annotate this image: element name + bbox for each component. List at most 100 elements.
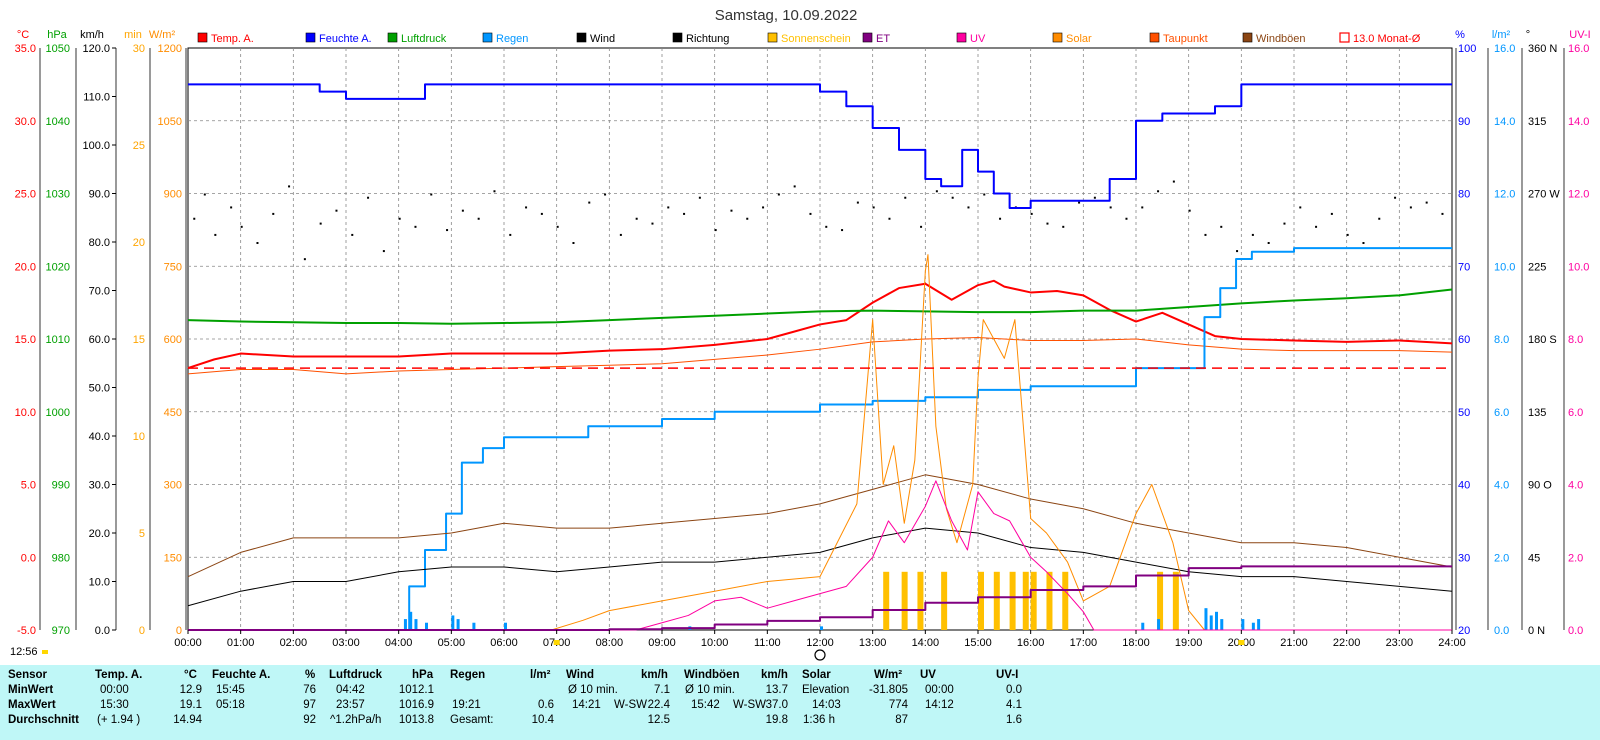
series-windb-en [187, 474, 1453, 578]
axis-tick-label: 1030 [46, 189, 70, 201]
axis-tick-label: 600 [164, 334, 182, 346]
sunshine-bar [1022, 571, 1029, 630]
direction-point [230, 206, 233, 209]
axis-tick-label: 16.0 [1568, 43, 1589, 55]
axis-tick-label: 16.0 [1494, 43, 1515, 55]
gust-max-val: 37.0 [765, 699, 788, 711]
legend-swatch [672, 32, 683, 43]
direction-point [604, 193, 607, 196]
solar-min-label: Elevation [802, 684, 850, 696]
axis-tick-label: 70 [1458, 261, 1470, 273]
axis-tick-label: -5.0 [17, 625, 36, 637]
temp-max-val: 19.1 [179, 699, 202, 711]
axis-tick-label: 14.0 [1494, 116, 1515, 128]
x-tick-label: 03:00 [332, 637, 360, 649]
sunshine-bar [1172, 571, 1179, 630]
gust-min-val: 13.7 [765, 684, 788, 696]
x-tick-label: 23:00 [1386, 637, 1414, 649]
direction-point [967, 206, 970, 209]
direction-point [619, 233, 622, 236]
rain-rate-bar [1241, 619, 1245, 630]
legend-label: Temp. A. [211, 33, 254, 45]
axis-tick-label: 20.0 [89, 528, 110, 540]
gust-avg-val: 19.8 [765, 714, 788, 726]
gust-min-label: Ø 10 min. [685, 684, 735, 696]
series-wind [187, 527, 1453, 607]
axis-tick-label: 80.0 [89, 237, 110, 249]
temp-avg-val: 14.94 [173, 714, 202, 726]
axis-tick-label: 35.0 [15, 43, 36, 55]
direction-point [651, 222, 654, 225]
rain-rate-bar [1251, 622, 1255, 630]
axis-tick-label: 90.0 [89, 189, 110, 201]
axis-tick-label: 0 [139, 625, 145, 637]
series-taupunkt [187, 337, 1453, 375]
direction-point [1283, 222, 1286, 225]
axis-unit-label: °C [17, 29, 29, 41]
solar-col-unit: W/m² [874, 669, 903, 681]
noon-marker [814, 649, 826, 661]
axis-tick-label: 225 [1528, 261, 1546, 273]
uv-min-val: 0.0 [1006, 684, 1022, 696]
direction-point [809, 212, 812, 215]
legend: Temp. A. Feuchte A. Luftdruck Regen Wind Rich… [197, 32, 1421, 45]
direction-point [1409, 206, 1412, 209]
solar-avg-val: 87 [895, 714, 908, 726]
stats-table: Sensor MinWert MaxWert Durchschnitt Temp… [0, 665, 1600, 740]
humidity-max-time: 05:18 [216, 699, 245, 711]
axis-tick-label: 60.0 [89, 334, 110, 346]
rain-rate-bar [472, 622, 476, 630]
wind-min-label: Ø 10 min. [568, 684, 618, 696]
direction-point [1062, 225, 1065, 228]
solar-avg-label: 1:36 h [803, 714, 835, 726]
axis-tick-label: 6.0 [1568, 407, 1583, 419]
humidity-avg-val: 92 [303, 714, 316, 726]
axis-tick-label: 900 [164, 189, 182, 201]
series-luftdruck [187, 288, 1453, 325]
direction-point [825, 225, 828, 228]
x-tick-label: 00:00 [174, 637, 202, 649]
axis-unit-label: l/m² [1492, 29, 1511, 41]
direction-point [762, 206, 765, 209]
axis-tick-label: 15 [133, 334, 145, 346]
direction-point [746, 217, 749, 220]
axis-tick-label: 30 [133, 43, 145, 55]
direction-point [1315, 225, 1318, 228]
direction-point [698, 196, 701, 199]
pressure-min-time: 04:42 [336, 684, 365, 696]
direction-point [1425, 201, 1428, 204]
series-solar [188, 254, 1452, 631]
direction-point [414, 225, 417, 228]
axis-unit-label: min [124, 29, 142, 41]
axis-tick-label: 4.0 [1568, 480, 1583, 492]
x-tick-label: 14:00 [912, 637, 940, 649]
rain-rate-bar [409, 611, 413, 630]
rain-rate-bar [1220, 619, 1224, 630]
direction-point [335, 209, 338, 212]
axis-tick-label: 90 [1458, 116, 1470, 128]
direction-point [430, 193, 433, 196]
axis-tick-label: 25.0 [15, 189, 36, 201]
rain-col-title: Regen [450, 669, 486, 681]
axis-tick-label: 45 [1528, 552, 1540, 564]
direction-point [1394, 196, 1397, 199]
solar-max-val: 774 [888, 699, 908, 711]
axis-unit-label: % [1455, 29, 1465, 41]
direction-point [1204, 233, 1207, 236]
legend-swatch [387, 32, 398, 43]
rain-rate-bar [504, 622, 507, 630]
axis-tick-label: 100 [1458, 43, 1476, 55]
rain-rate-bar [1215, 611, 1218, 630]
legend-swatch [197, 32, 208, 43]
sunset-marker [1238, 640, 1245, 645]
legend-swatch [1052, 32, 1063, 43]
gust-col-unit: km/h [761, 669, 788, 681]
axis-tick-label: 1040 [46, 116, 70, 128]
direction-point [951, 196, 954, 199]
axis-tick-label: 8.0 [1568, 334, 1583, 346]
x-tick-label: 22:00 [1333, 637, 1361, 649]
direction-point [1109, 206, 1112, 209]
direction-point [714, 229, 717, 232]
uv-col-title: UV [920, 669, 936, 681]
humidity-col-unit: % [305, 669, 316, 681]
